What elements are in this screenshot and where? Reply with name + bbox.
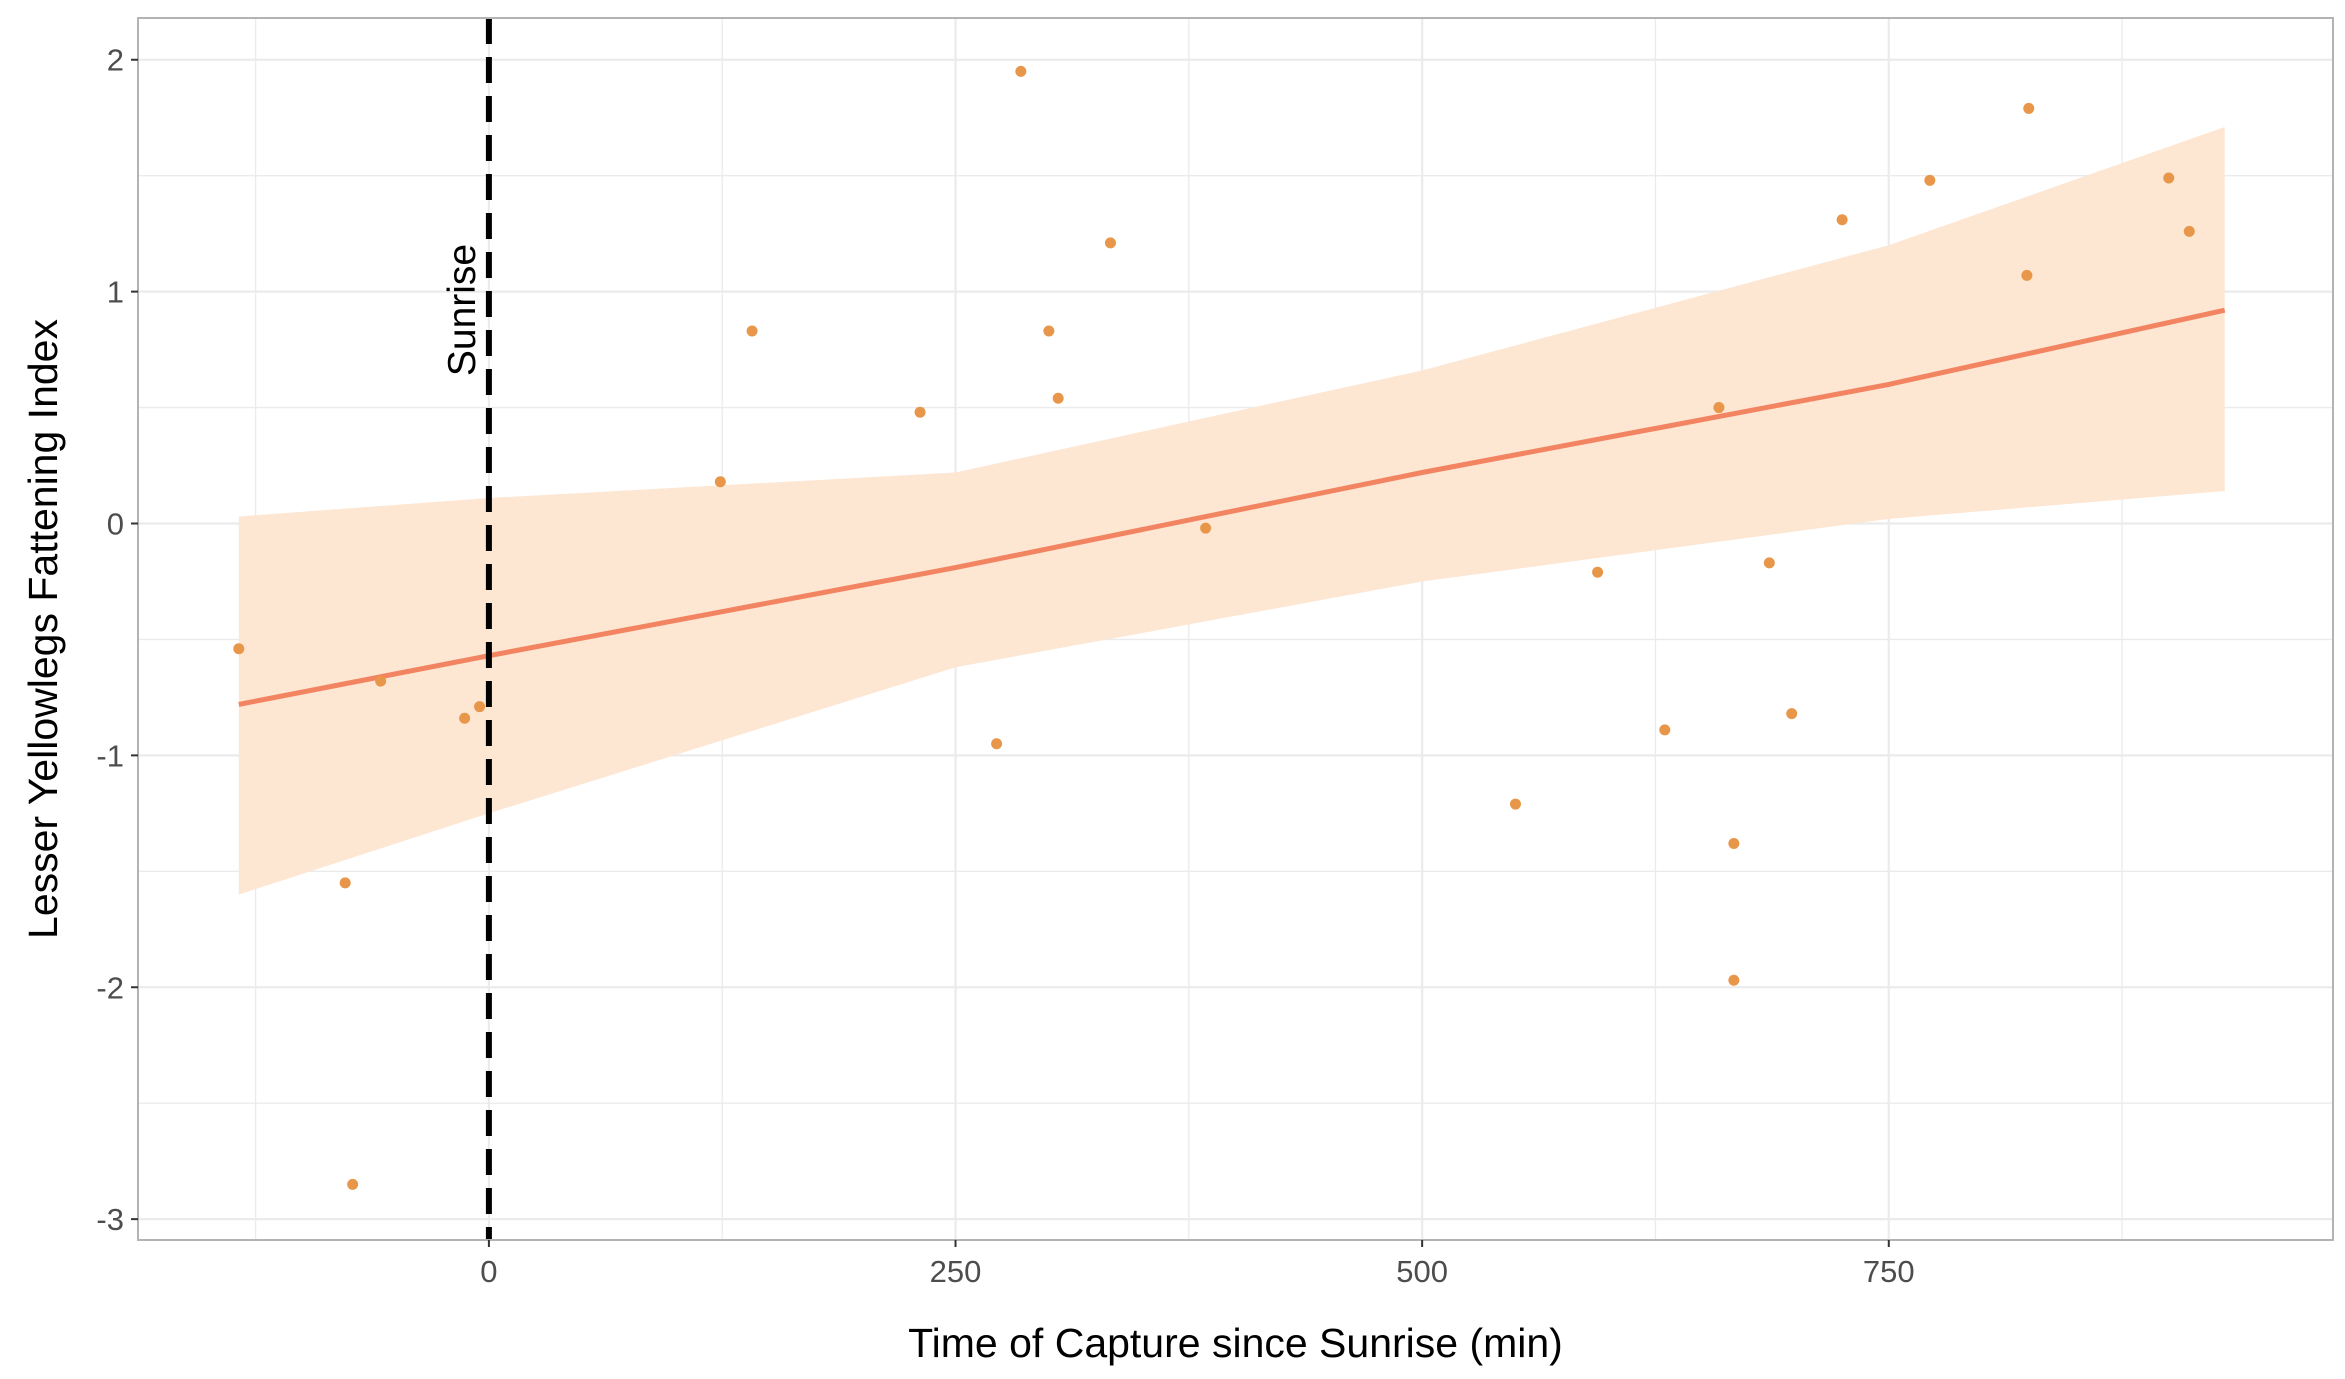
data-point	[233, 643, 245, 655]
panel-border	[137, 17, 2334, 1241]
data-point	[2183, 225, 2195, 237]
y-tick-label: 2	[107, 43, 124, 78]
sunrise-label: Sunrise	[441, 244, 484, 376]
x-tick-label: 500	[1396, 1254, 1448, 1289]
data-point	[1728, 974, 1740, 986]
data-point	[459, 712, 471, 724]
data-point	[991, 738, 1003, 750]
data-point	[375, 675, 387, 687]
y-tick-label: -1	[96, 738, 124, 773]
data-point	[1015, 65, 1027, 77]
data-point	[339, 877, 351, 889]
data-point	[1052, 392, 1064, 404]
fit-line-layer	[238, 307, 2226, 707]
x-tick-label: 0	[480, 1254, 497, 1289]
data-point	[2021, 269, 2033, 281]
y-tick-label: -2	[96, 970, 124, 1005]
data-point	[746, 325, 758, 337]
data-point	[1836, 214, 1848, 226]
data-point	[1924, 174, 1936, 186]
y-tick-label: -3	[96, 1202, 124, 1237]
fit-line	[238, 307, 2226, 707]
data-point	[474, 701, 486, 713]
points-layer	[233, 65, 2195, 1190]
data-point	[1509, 798, 1521, 810]
y-tick-label: 1	[107, 275, 124, 310]
x-tick-label: 750	[1863, 1254, 1915, 1289]
data-point	[1713, 402, 1725, 414]
data-point	[1592, 566, 1604, 578]
data-point	[347, 1178, 359, 1190]
y-tick-label: 0	[107, 506, 124, 541]
x-tick-label: 250	[930, 1254, 982, 1289]
data-point	[1763, 557, 1775, 569]
data-point	[914, 406, 926, 418]
data-point	[1659, 724, 1671, 736]
y-axis-title: Lesser Yellowlegs Fattening Index	[20, 319, 66, 939]
data-point	[1200, 522, 1212, 534]
data-point	[714, 476, 726, 488]
data-point	[1043, 325, 1055, 337]
data-point	[2163, 172, 2175, 184]
data-point	[1728, 837, 1740, 849]
x-axis-title: Time of Capture since Sunrise (min)	[908, 1320, 1563, 1366]
data-point	[2023, 102, 2035, 114]
data-point	[1786, 708, 1798, 720]
data-point	[1104, 237, 1116, 249]
ticks-layer: 0 250 500 750 -3 -2 -1 0 1 2	[96, 43, 1914, 1289]
